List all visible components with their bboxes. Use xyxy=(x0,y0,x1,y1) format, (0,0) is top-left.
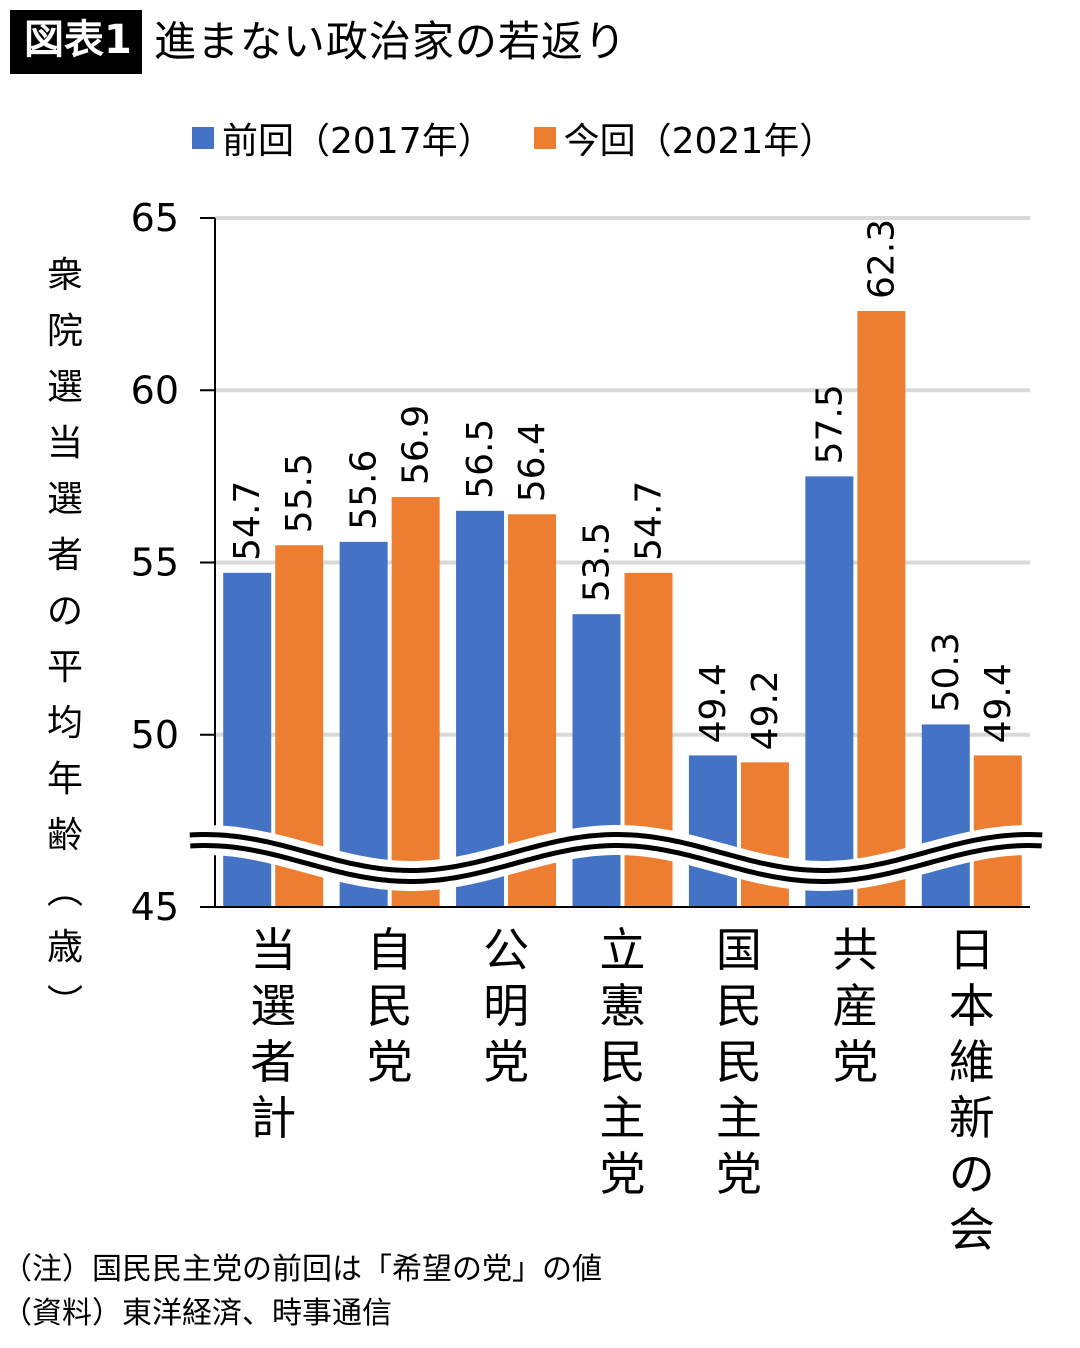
note-text: （注）国民民主党の前回は「希望の党」の値 xyxy=(2,1252,602,1287)
bar-2017 xyxy=(805,476,854,907)
legend-item-2021: 今回（2021年） xyxy=(533,112,836,164)
data-label: 62.3 xyxy=(861,219,902,299)
category-label: 当選者計 xyxy=(250,923,297,1145)
legend-label-2021: 今回（2021年） xyxy=(563,121,836,162)
data-label: 56.9 xyxy=(396,405,437,485)
data-label: 55.5 xyxy=(279,453,320,533)
legend-label-2017: 前回（2017年） xyxy=(222,121,494,162)
bar-2017 xyxy=(339,541,388,907)
bar-2017 xyxy=(572,614,621,907)
y-tick-label: 55 xyxy=(131,541,179,585)
figure-badge: 図表1 xyxy=(10,10,142,74)
bar-2017 xyxy=(456,510,505,907)
source-text: （資料）東洋経済、時事通信 xyxy=(2,1296,392,1331)
data-label: 57.5 xyxy=(809,384,850,464)
axis-break-gap xyxy=(189,837,1043,879)
notes: （注）国民民主党の前回は「希望の党」の値 （資料）東洋経済、時事通信 xyxy=(2,1248,602,1336)
category-label: 公明党 xyxy=(483,923,530,1089)
data-label: 54.7 xyxy=(227,481,268,561)
category-label: 自民党 xyxy=(366,923,413,1089)
data-label: 49.4 xyxy=(978,663,1019,743)
data-label: 55.6 xyxy=(344,450,385,530)
bar-2017 xyxy=(921,724,970,907)
bar-2017 xyxy=(688,755,737,907)
category-label: 立憲民主党 xyxy=(599,923,646,1201)
category-label: 日本維新の会 xyxy=(948,923,995,1257)
data-label: 49.2 xyxy=(745,670,786,750)
y-axis-label: 衆院選当選者の平均年齢 ︵ 歳 ︶ xyxy=(46,255,83,1024)
y-tick-label: 60 xyxy=(131,368,179,412)
chart-title: 進まない政治家の若返り xyxy=(153,17,627,66)
legend-swatch-2017 xyxy=(192,127,214,149)
data-label: 53.5 xyxy=(577,522,618,602)
data-label: 49.4 xyxy=(693,663,734,743)
legend-item-2017: 前回（2017年） xyxy=(192,112,494,164)
category-label: 国民民主党 xyxy=(715,923,762,1201)
bar-2021 xyxy=(391,497,440,907)
category-label: 共産党 xyxy=(832,923,879,1089)
y-tick-label: 65 xyxy=(131,196,179,240)
title-row: 図表1 進まない政治家の若返り xyxy=(10,10,627,74)
bar-2021 xyxy=(857,311,906,907)
y-tick-label: 50 xyxy=(131,713,179,757)
data-label: 54.7 xyxy=(629,481,670,561)
legend: 前回（2017年） 今回（2021年） xyxy=(192,112,875,164)
data-label: 56.4 xyxy=(512,422,553,502)
data-label: 56.5 xyxy=(460,419,501,499)
legend-swatch-2021 xyxy=(533,127,556,149)
data-label: 50.3 xyxy=(926,632,967,712)
y-tick-label: 45 xyxy=(131,885,179,929)
